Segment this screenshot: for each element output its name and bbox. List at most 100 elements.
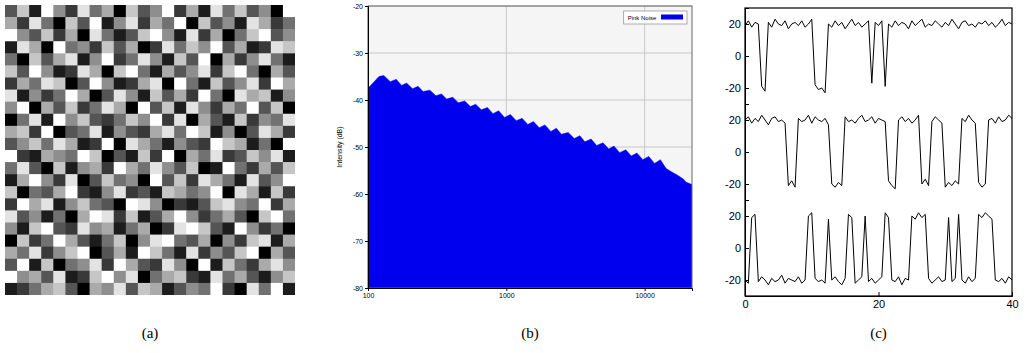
cell xyxy=(138,29,151,42)
cell xyxy=(90,126,103,139)
cell xyxy=(174,235,187,248)
cell xyxy=(114,102,127,115)
cell xyxy=(271,210,284,223)
cell xyxy=(150,102,163,115)
cell xyxy=(247,210,260,223)
cell xyxy=(259,247,272,260)
cell xyxy=(90,223,103,236)
cell xyxy=(138,114,151,127)
cell xyxy=(126,271,139,284)
cell xyxy=(247,102,260,115)
cell xyxy=(78,41,91,54)
cell xyxy=(78,162,91,175)
cell xyxy=(126,102,139,115)
cell xyxy=(271,186,284,199)
cell xyxy=(126,5,139,18)
cell xyxy=(271,114,284,127)
cell xyxy=(65,114,78,127)
cell xyxy=(90,150,103,163)
cell xyxy=(198,138,211,151)
cell xyxy=(259,29,272,42)
cell xyxy=(114,65,127,78)
cell xyxy=(271,162,284,175)
cell xyxy=(114,17,127,30)
cell xyxy=(90,17,103,30)
cell xyxy=(90,29,103,42)
cell xyxy=(17,138,30,151)
cell xyxy=(271,223,284,236)
cell xyxy=(5,90,18,103)
cell xyxy=(198,271,211,284)
tick-label: 1000 xyxy=(499,292,515,299)
cell xyxy=(5,102,18,115)
cell xyxy=(78,247,91,260)
cell xyxy=(53,247,66,260)
cell xyxy=(17,17,30,30)
cell xyxy=(65,174,78,187)
tick: -50 xyxy=(353,144,368,151)
cell xyxy=(53,271,66,284)
cell xyxy=(210,126,223,139)
cell xyxy=(271,41,284,54)
cell xyxy=(41,198,54,211)
cell xyxy=(78,5,91,18)
cell xyxy=(247,186,260,199)
tick-mark xyxy=(365,288,368,289)
cell xyxy=(174,114,187,127)
cell xyxy=(223,174,236,187)
cell xyxy=(223,186,236,199)
cell xyxy=(102,223,115,236)
cell xyxy=(174,174,187,187)
cell xyxy=(198,41,211,54)
cell xyxy=(29,114,42,127)
cell xyxy=(210,162,223,175)
cell xyxy=(53,5,66,18)
cell xyxy=(5,198,18,211)
cell xyxy=(41,271,54,284)
cell xyxy=(150,150,163,163)
cell xyxy=(29,5,42,18)
cell xyxy=(65,271,78,284)
cell xyxy=(102,114,115,127)
cell xyxy=(53,198,66,211)
cell xyxy=(210,114,223,127)
cell xyxy=(162,102,175,115)
cell xyxy=(283,5,295,18)
cell xyxy=(235,271,248,284)
cell xyxy=(162,235,175,248)
cell xyxy=(126,198,139,211)
cell xyxy=(223,29,236,42)
cell xyxy=(283,162,295,175)
cell xyxy=(102,65,115,78)
cell xyxy=(247,41,260,54)
cell xyxy=(162,174,175,187)
cell xyxy=(235,17,248,30)
cell xyxy=(138,5,151,18)
cell xyxy=(114,53,127,66)
cell xyxy=(102,78,115,91)
cell xyxy=(150,65,163,78)
cell xyxy=(17,90,30,103)
cell xyxy=(247,126,260,139)
cell xyxy=(65,198,78,211)
cell xyxy=(5,186,18,199)
cell xyxy=(198,29,211,42)
cell xyxy=(138,186,151,199)
cell xyxy=(210,138,223,151)
cell xyxy=(90,65,103,78)
cell xyxy=(186,210,199,223)
cell xyxy=(186,247,199,260)
cell xyxy=(210,29,223,42)
cell xyxy=(29,174,42,187)
cell xyxy=(271,78,284,91)
cell xyxy=(198,78,211,91)
cell xyxy=(138,102,151,115)
cell xyxy=(150,17,163,30)
cell xyxy=(247,29,260,42)
cell xyxy=(29,102,42,115)
grid xyxy=(368,6,692,288)
cell xyxy=(65,41,78,54)
cell xyxy=(53,235,66,248)
tick: 40 xyxy=(1006,292,1018,310)
cell xyxy=(223,5,236,18)
